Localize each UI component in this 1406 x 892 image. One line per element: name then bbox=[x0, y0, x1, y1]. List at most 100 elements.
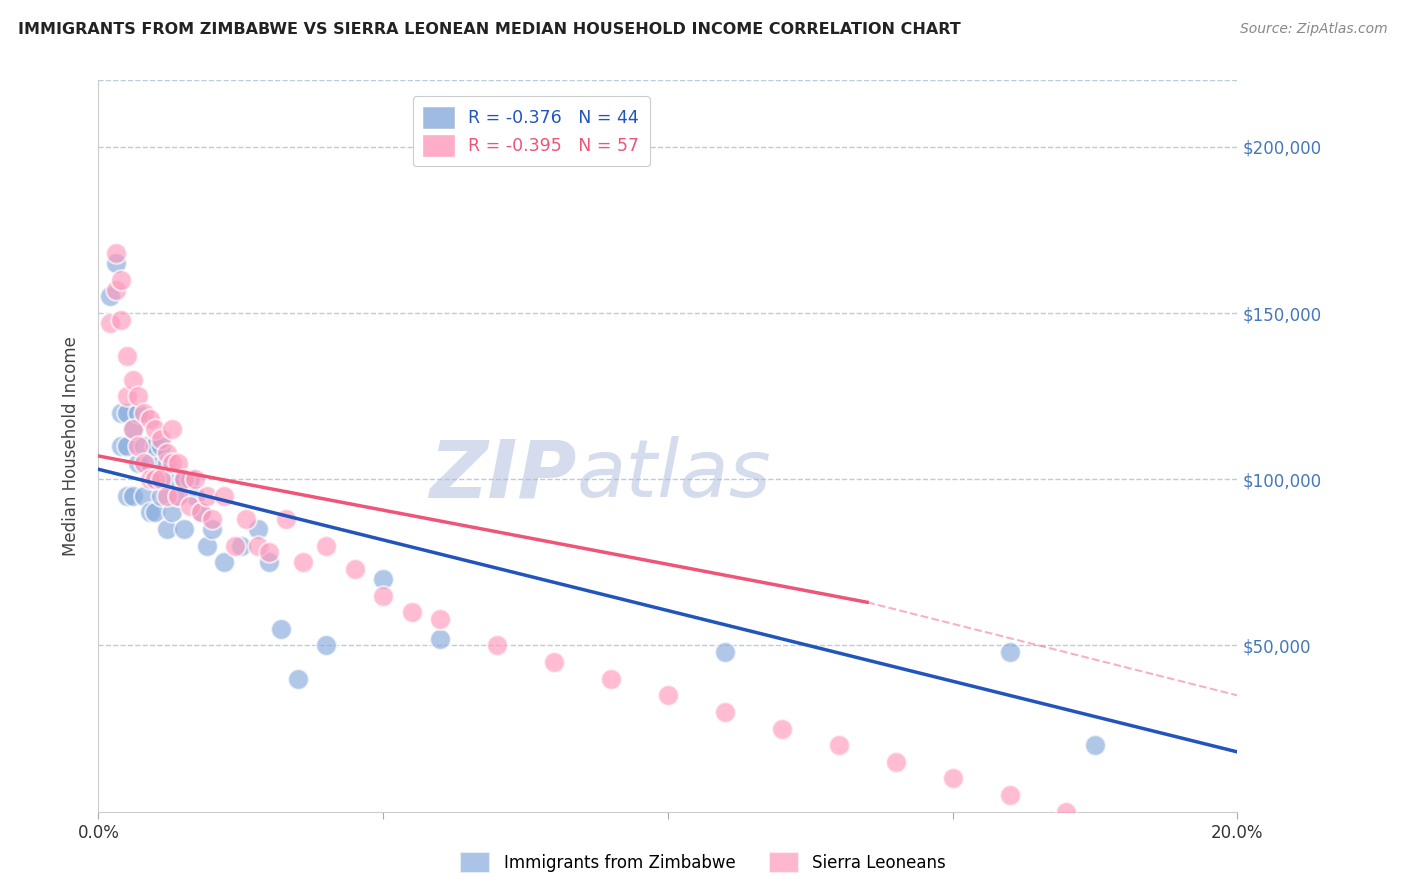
Point bbox=[127, 389, 149, 403]
Point bbox=[110, 439, 132, 453]
Point bbox=[373, 572, 395, 586]
Point bbox=[246, 522, 269, 536]
Point bbox=[162, 472, 184, 486]
Point bbox=[828, 738, 851, 752]
Point bbox=[150, 472, 173, 486]
Legend: Immigrants from Zimbabwe, Sierra Leoneans: Immigrants from Zimbabwe, Sierra Leonean… bbox=[454, 846, 952, 880]
Point bbox=[127, 456, 149, 470]
Point bbox=[173, 472, 195, 486]
Point bbox=[167, 456, 190, 470]
Point bbox=[179, 472, 201, 486]
Point bbox=[259, 545, 281, 559]
Point bbox=[173, 522, 195, 536]
Point bbox=[173, 472, 195, 486]
Point bbox=[429, 632, 451, 646]
Point bbox=[167, 489, 190, 503]
Text: Source: ZipAtlas.com: Source: ZipAtlas.com bbox=[1240, 22, 1388, 37]
Point bbox=[212, 555, 235, 569]
Point bbox=[270, 622, 292, 636]
Text: ZIP: ZIP bbox=[429, 436, 576, 515]
Point bbox=[714, 645, 737, 659]
Point bbox=[138, 456, 160, 470]
Point bbox=[229, 539, 252, 553]
Point bbox=[115, 439, 138, 453]
Point bbox=[145, 472, 167, 486]
Point bbox=[145, 506, 167, 520]
Point bbox=[121, 372, 143, 386]
Point bbox=[145, 472, 167, 486]
Point bbox=[998, 645, 1021, 659]
Point bbox=[401, 605, 423, 619]
Point bbox=[121, 489, 143, 503]
Point bbox=[1198, 845, 1220, 859]
Point bbox=[132, 489, 155, 503]
Point bbox=[1084, 738, 1107, 752]
Point bbox=[121, 422, 143, 436]
Point bbox=[156, 489, 179, 503]
Point bbox=[292, 555, 315, 569]
Point bbox=[150, 433, 173, 447]
Point bbox=[138, 506, 160, 520]
Point bbox=[98, 289, 121, 303]
Point bbox=[246, 539, 269, 553]
Point bbox=[115, 406, 138, 420]
Point bbox=[115, 489, 138, 503]
Point bbox=[104, 246, 127, 260]
Point bbox=[373, 589, 395, 603]
Point bbox=[138, 412, 160, 426]
Point bbox=[315, 639, 337, 653]
Point bbox=[429, 612, 451, 626]
Point bbox=[145, 422, 167, 436]
Point bbox=[132, 406, 155, 420]
Point bbox=[657, 689, 679, 703]
Point bbox=[162, 456, 184, 470]
Point bbox=[600, 672, 623, 686]
Point bbox=[195, 489, 218, 503]
Point bbox=[287, 672, 309, 686]
Text: IMMIGRANTS FROM ZIMBABWE VS SIERRA LEONEAN MEDIAN HOUSEHOLD INCOME CORRELATION C: IMMIGRANTS FROM ZIMBABWE VS SIERRA LEONE… bbox=[18, 22, 962, 37]
Point bbox=[110, 273, 132, 287]
Point bbox=[259, 555, 281, 569]
Point bbox=[121, 422, 143, 436]
Legend: R = -0.376   N = 44, R = -0.395   N = 57: R = -0.376 N = 44, R = -0.395 N = 57 bbox=[413, 96, 650, 167]
Point bbox=[235, 512, 257, 526]
Point bbox=[942, 772, 965, 786]
Point bbox=[150, 439, 173, 453]
Point bbox=[190, 506, 212, 520]
Point bbox=[138, 472, 160, 486]
Point bbox=[110, 312, 132, 326]
Point bbox=[212, 489, 235, 503]
Point bbox=[132, 456, 155, 470]
Point bbox=[98, 316, 121, 330]
Point bbox=[486, 639, 509, 653]
Point bbox=[998, 788, 1021, 802]
Point bbox=[162, 422, 184, 436]
Point bbox=[127, 439, 149, 453]
Text: atlas: atlas bbox=[576, 436, 772, 515]
Point bbox=[127, 406, 149, 420]
Point bbox=[201, 522, 224, 536]
Point bbox=[162, 506, 184, 520]
Point bbox=[714, 705, 737, 719]
Point bbox=[104, 283, 127, 297]
Point bbox=[343, 562, 366, 576]
Point bbox=[167, 489, 190, 503]
Point bbox=[156, 445, 179, 459]
Point bbox=[145, 439, 167, 453]
Point bbox=[179, 499, 201, 513]
Point bbox=[1112, 822, 1135, 836]
Point bbox=[110, 406, 132, 420]
Point bbox=[184, 472, 207, 486]
Point bbox=[190, 506, 212, 520]
Point bbox=[543, 655, 565, 669]
Point bbox=[156, 456, 179, 470]
Y-axis label: Median Household Income: Median Household Income bbox=[62, 336, 80, 556]
Point bbox=[150, 489, 173, 503]
Point bbox=[201, 512, 224, 526]
Point bbox=[1056, 805, 1078, 819]
Point bbox=[156, 522, 179, 536]
Point bbox=[276, 512, 298, 526]
Point bbox=[884, 755, 907, 769]
Point bbox=[1170, 838, 1192, 852]
Point bbox=[770, 722, 793, 736]
